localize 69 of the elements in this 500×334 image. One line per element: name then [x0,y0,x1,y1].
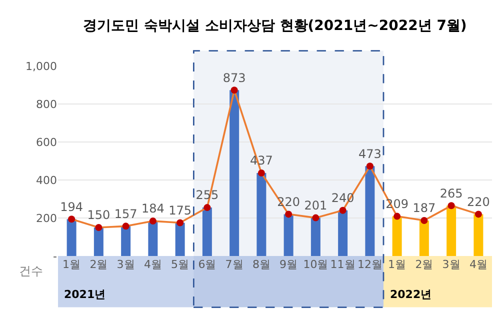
y-tick-label: 200 [36,212,57,225]
x-tick-label: 8월 [252,258,270,271]
y-tick-label: 800 [36,98,57,111]
bar [66,219,76,256]
x-tick-label: 11월 [330,258,356,271]
y-tick-label: 600 [36,136,57,149]
data-label: 201 [304,198,328,212]
data-label: 265 [440,186,463,200]
x-tick-label: 2월 [90,258,108,271]
x-tick-label: 2월 [415,258,434,271]
point [68,216,76,223]
x-tick-label: 10월 [303,258,328,271]
y-tick-label: - [53,250,58,263]
y-tick-label: 1,000 [26,60,57,73]
point [176,219,184,226]
data-label: 187 [412,201,436,216]
point [339,206,346,214]
bar [284,214,294,256]
text: 2021년 [64,288,106,301]
bar [148,221,158,256]
bar [338,210,348,256]
x-tick-label: 1월 [388,258,406,271]
bar [365,166,375,256]
point [420,216,428,224]
bar [474,214,484,256]
data-label: 157 [114,206,138,221]
x-tick-label: 1월 [62,258,81,271]
chart-title: 경기도민 숙박시설 소비자상담 현황(2021년~2022년 7월) [83,18,467,34]
point [312,214,320,222]
point [95,224,102,231]
point [448,202,455,210]
bar [392,216,402,256]
text: 2022년 [390,288,432,301]
data-label: 184 [141,202,164,216]
bar [94,228,104,256]
data-label: 194 [60,200,84,214]
bar [121,226,131,256]
x-tick-label: 4월 [469,258,488,271]
point [149,218,156,225]
bar [202,208,212,256]
data-label: 175 [168,203,192,218]
point [474,210,482,218]
bar [175,222,185,256]
x-tick-label: 12월 [357,258,382,271]
bar [310,218,320,256]
point [204,204,211,212]
x-tick-label: 4월 [144,258,162,271]
x-tick-label: 3월 [442,258,460,271]
point [394,212,401,220]
bar [230,90,240,256]
data-label: 150 [87,208,110,222]
data-label: 220 [466,194,490,209]
bar [446,206,456,256]
point [285,210,292,218]
x-tick-label: 7월 [225,258,244,271]
x-tick-label: 6월 [198,258,216,271]
bar [419,220,429,256]
point [122,222,130,230]
bar [256,172,266,256]
point [230,86,238,94]
x-tick-label: 5월 [171,258,190,271]
x-tick-label: 9월 [280,258,298,271]
y-tick-label: 400 [36,174,57,187]
point [366,162,374,170]
data-label: 473 [358,146,382,161]
x-tick-label: 3월 [116,258,135,271]
point [258,169,265,176]
y-axis-title: 건수 [19,264,43,278]
data-label: 873 [222,70,246,85]
